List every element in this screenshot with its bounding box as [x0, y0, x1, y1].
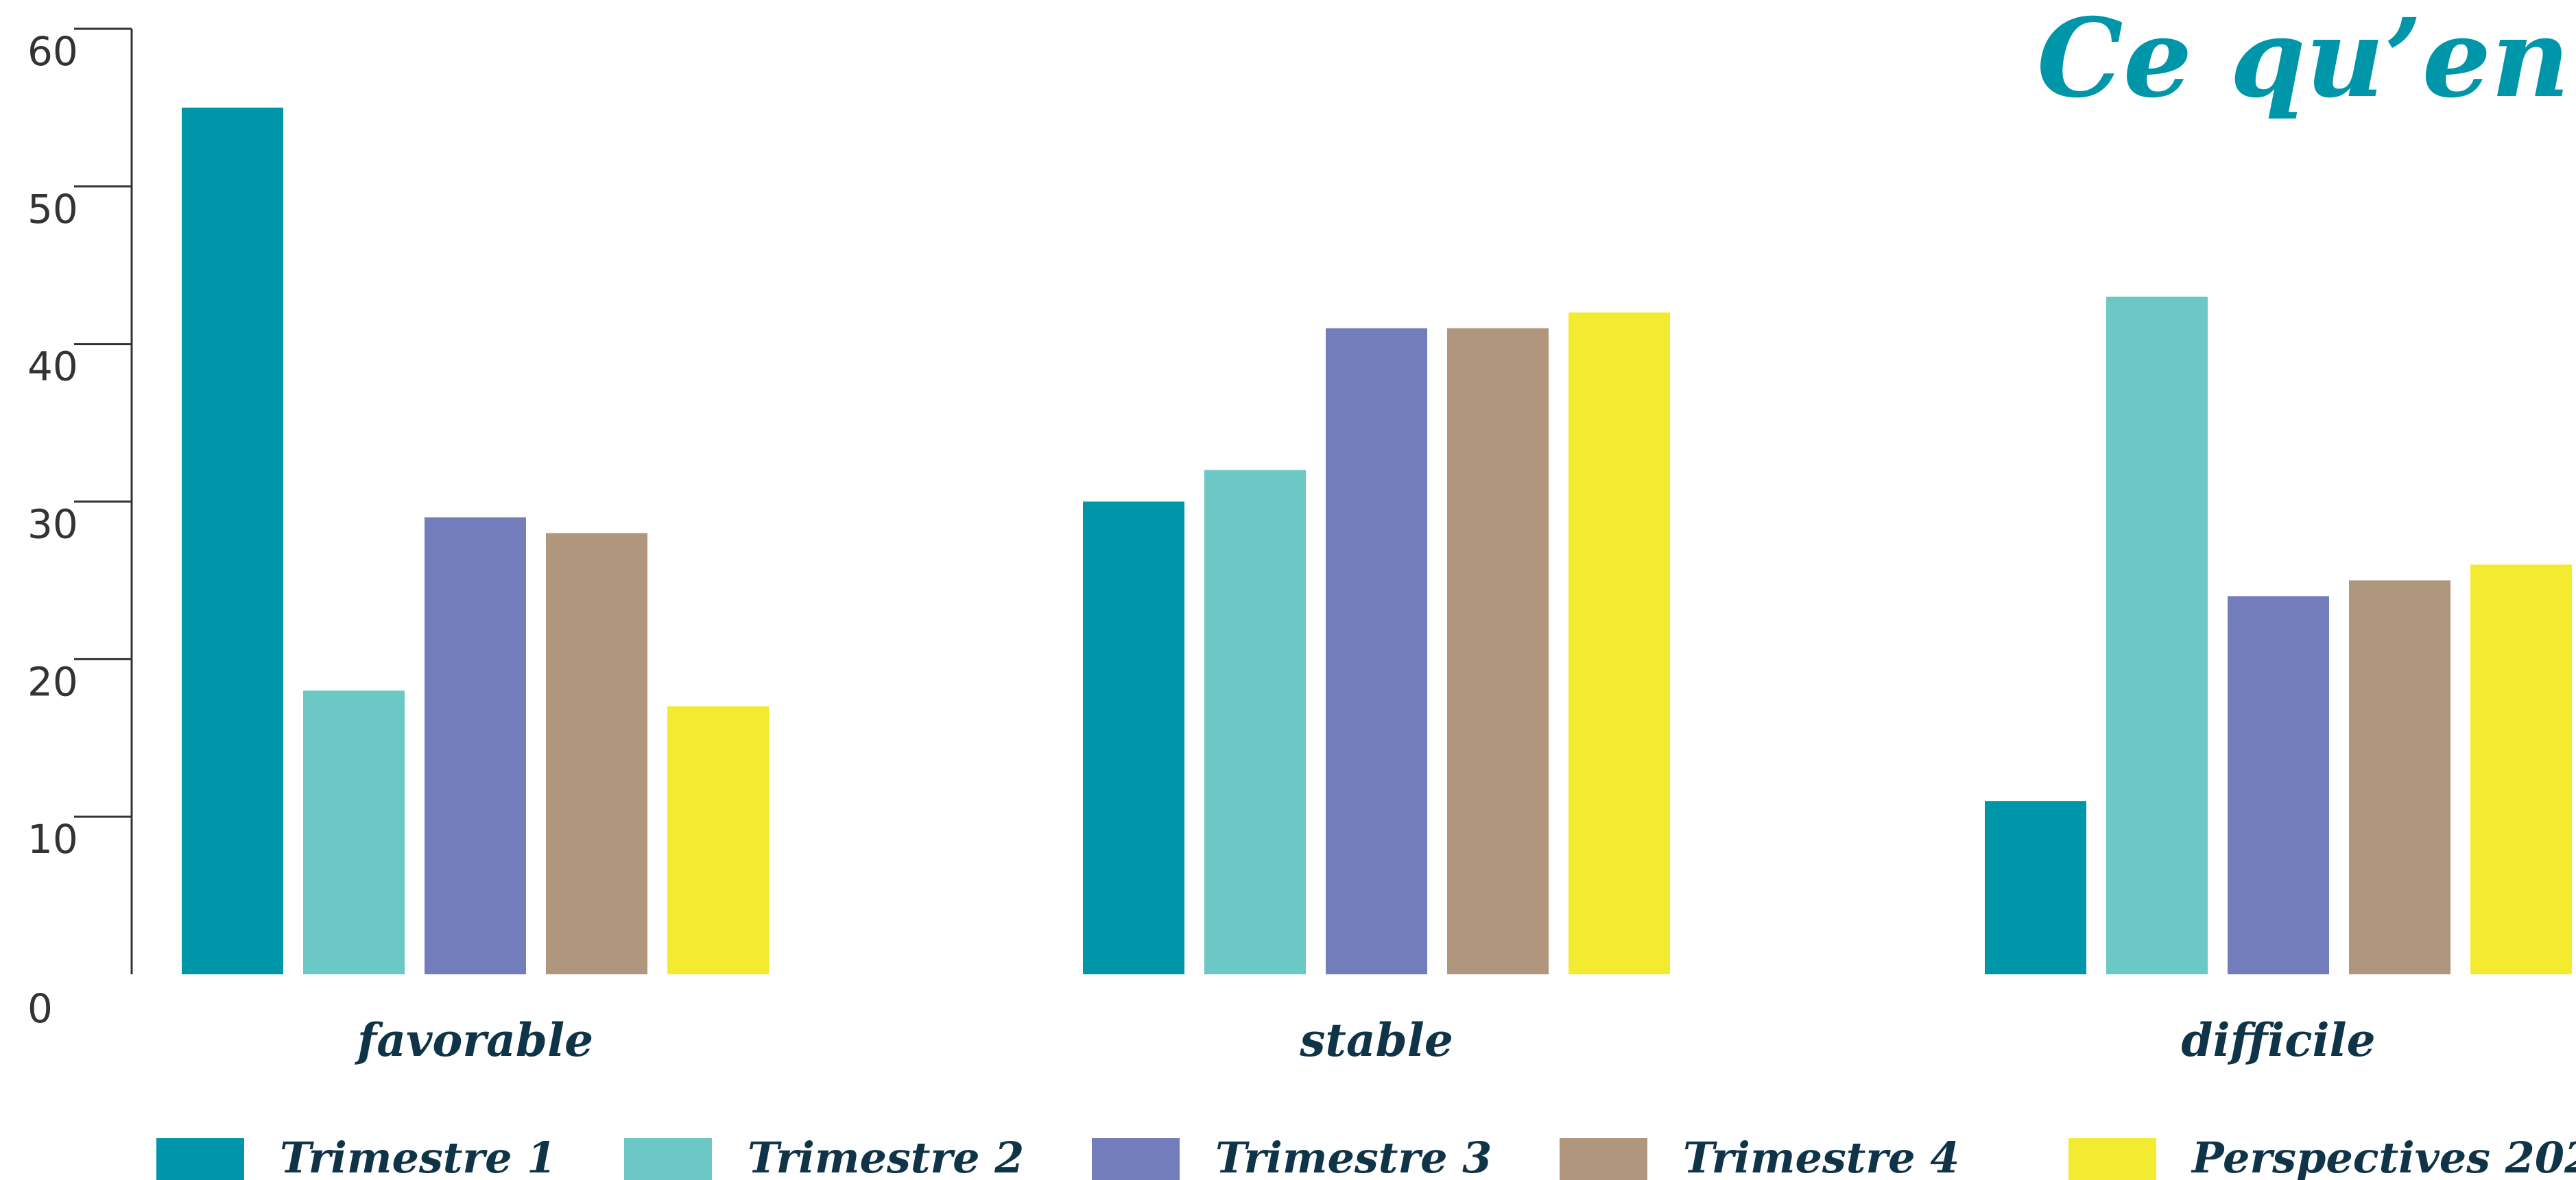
bar — [1083, 501, 1184, 974]
bar — [2228, 596, 2329, 974]
category-labels: favorable stable difficile — [355, 1013, 2376, 1067]
bar — [1569, 312, 1670, 974]
legend-swatch — [1560, 1138, 1647, 1180]
legend-item: Trimestre 4 — [1560, 1133, 1959, 1180]
y-tick-label: 10 — [27, 816, 78, 863]
legend-swatch — [1092, 1138, 1180, 1180]
bar — [1326, 328, 1427, 974]
bar — [303, 690, 405, 974]
legend-swatch — [156, 1138, 244, 1180]
category-label: difficile — [2181, 1013, 2375, 1067]
bar — [667, 706, 769, 974]
bar — [2349, 580, 2450, 974]
bar — [1985, 801, 2086, 974]
bar-group-favorable — [182, 107, 769, 975]
legend-item: Trimestre 2 — [624, 1133, 1024, 1180]
y-tick-label: 50 — [27, 186, 78, 232]
y-tick-label: 40 — [27, 344, 78, 390]
bar — [2470, 564, 2572, 974]
y-tick-label: 60 — [27, 28, 78, 75]
chart-title: Ce qu’en pe — [2037, 0, 2576, 122]
legend-label: Trimestre 3 — [1215, 1133, 1492, 1180]
legend-item: Perspectives 2021 — [2068, 1133, 2576, 1180]
bar — [425, 517, 526, 974]
y-axis-ticks: 0 10 20 30 40 50 60 — [27, 27, 132, 1032]
bar — [1204, 470, 1306, 974]
bar — [182, 107, 283, 975]
legend-label: Perspectives 2021 — [2191, 1133, 2576, 1180]
y-tick-label: 30 — [27, 501, 78, 548]
legend: Trimestre 1 Trimestre 2 Trimestre 3 Trimest… — [156, 1133, 2576, 1180]
category-label: favorable — [355, 1013, 593, 1067]
bar — [546, 533, 647, 974]
bar-groups — [182, 107, 2572, 975]
legend-item: Trimestre 3 — [1092, 1133, 1492, 1180]
legend-swatch — [624, 1138, 712, 1180]
y-tick-label: 20 — [27, 658, 78, 705]
bar — [1447, 328, 1549, 974]
bar-group-stable — [1083, 312, 1670, 974]
legend-label: Trimestre 2 — [748, 1133, 1024, 1180]
bar-group-difficile — [1985, 296, 2572, 974]
legend-item: Trimestre 1 — [156, 1133, 556, 1180]
category-label: stable — [1299, 1013, 1453, 1067]
bar — [2106, 296, 2208, 974]
y-tick-label: 0 — [27, 985, 53, 1032]
legend-label: Trimestre 4 — [1683, 1133, 1959, 1180]
legend-swatch — [2068, 1138, 2156, 1180]
legend-label: Trimestre 1 — [280, 1133, 556, 1180]
